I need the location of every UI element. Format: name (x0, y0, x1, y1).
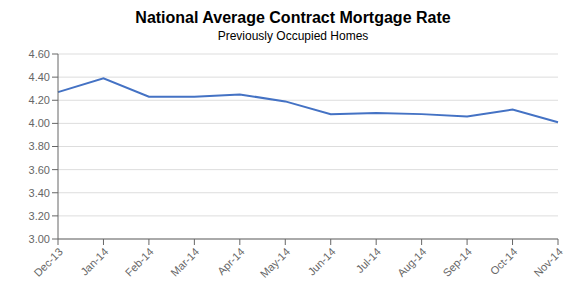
svg-text:3.80: 3.80 (29, 140, 50, 152)
svg-text:Oct-14: Oct-14 (488, 245, 520, 277)
svg-text:Aug-14: Aug-14 (395, 245, 429, 279)
svg-text:3.20: 3.20 (29, 210, 50, 222)
svg-text:Apr-14: Apr-14 (215, 245, 247, 277)
svg-text:Nov-14: Nov-14 (531, 245, 565, 279)
svg-text:Jan-14: Jan-14 (78, 245, 110, 277)
svg-text:Feb-14: Feb-14 (123, 245, 156, 278)
svg-text:4.00: 4.00 (29, 117, 50, 129)
svg-text:3.60: 3.60 (29, 164, 50, 176)
svg-text:Sep-14: Sep-14 (440, 245, 474, 279)
svg-text:3.40: 3.40 (29, 187, 50, 199)
svg-text:3.00: 3.00 (29, 233, 50, 245)
svg-text:Jun-14: Jun-14 (305, 245, 337, 277)
svg-text:4.20: 4.20 (29, 94, 50, 106)
svg-text:Mar-14: Mar-14 (168, 245, 201, 278)
svg-text:May-14: May-14 (258, 245, 292, 279)
html-text:Previously Occupied Homes: Previously Occupied Homes (217, 29, 369, 43)
svg-text:4.60: 4.60 (29, 48, 50, 60)
svg-text:Dec-13: Dec-13 (31, 245, 65, 279)
svg-text:4.40: 4.40 (29, 71, 50, 83)
svg-text:Jul-14: Jul-14 (353, 245, 383, 275)
html-text:National Average Contract Mort: National Average Contract Mortgage Rate (135, 9, 451, 26)
